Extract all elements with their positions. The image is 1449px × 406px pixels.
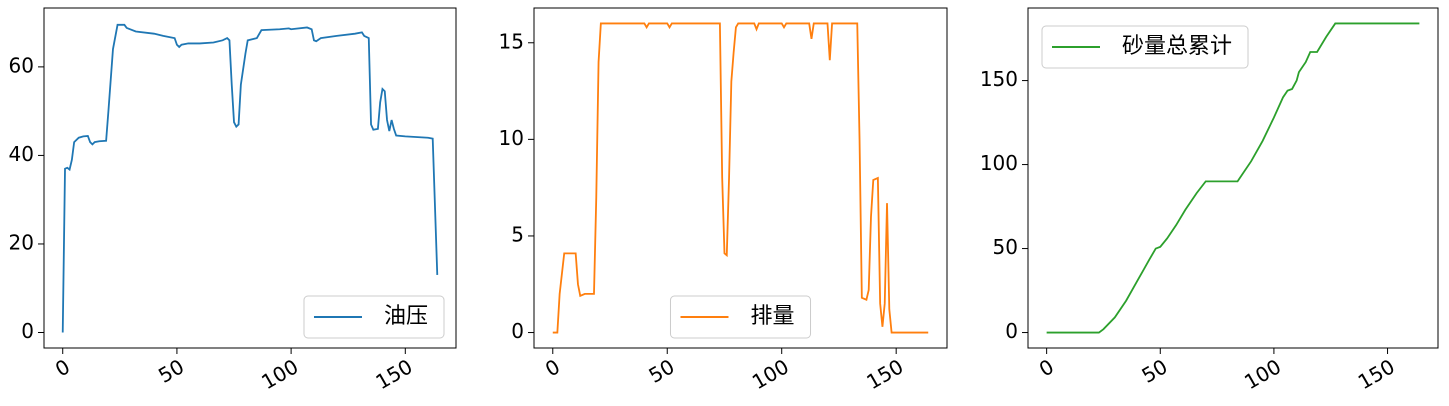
y-tick-label: 15 (499, 29, 524, 53)
x-tick-label: 50 (154, 354, 188, 388)
data-line (1046, 22, 1420, 334)
x-tick-label: 100 (748, 354, 793, 394)
x-tick-label: 100 (257, 354, 302, 394)
x-tick-label: 150 (862, 354, 907, 394)
y-tick-label: 10 (499, 126, 524, 150)
x-tick-label: 0 (51, 354, 74, 381)
x-tick-label: 150 (1354, 354, 1399, 394)
x-tick-label: 100 (1240, 354, 1285, 394)
y-tick-label: 40 (9, 142, 34, 166)
axes-frame (1027, 7, 1439, 349)
legend-label: 油压 (384, 304, 428, 329)
y-tick-label: 0 (511, 319, 524, 343)
legend-box (669, 295, 812, 339)
y-tick-label: 100 (980, 151, 1018, 175)
y-tick-label: 0 (21, 319, 34, 343)
x-tick-label: 50 (644, 354, 678, 388)
axes-frame (43, 7, 457, 349)
y-tick-label: 50 (993, 235, 1018, 259)
y-tick-label: 20 (9, 230, 34, 254)
x-tick-label: 50 (1137, 354, 1171, 388)
y-tick-label: 5 (511, 222, 524, 246)
legend: 排量 (669, 295, 812, 339)
legend-label: 砂量总累计 (1122, 34, 1232, 59)
legend: 油压 (303, 295, 445, 339)
legend-box (1041, 25, 1249, 69)
legend-label: 排量 (750, 304, 794, 329)
legend-box (303, 295, 445, 339)
y-tick-label: 150 (980, 67, 1018, 91)
x-tick-label: 0 (541, 354, 564, 381)
x-tick-label: 150 (371, 354, 416, 394)
x-tick-label: 0 (1035, 354, 1058, 381)
y-tick-label: 60 (9, 53, 34, 77)
data-line (61, 23, 439, 333)
axes-frame (533, 7, 948, 349)
y-tick-label: 0 (1005, 319, 1018, 343)
legend: 砂量总累计 (1041, 25, 1249, 69)
data-line (552, 22, 929, 334)
